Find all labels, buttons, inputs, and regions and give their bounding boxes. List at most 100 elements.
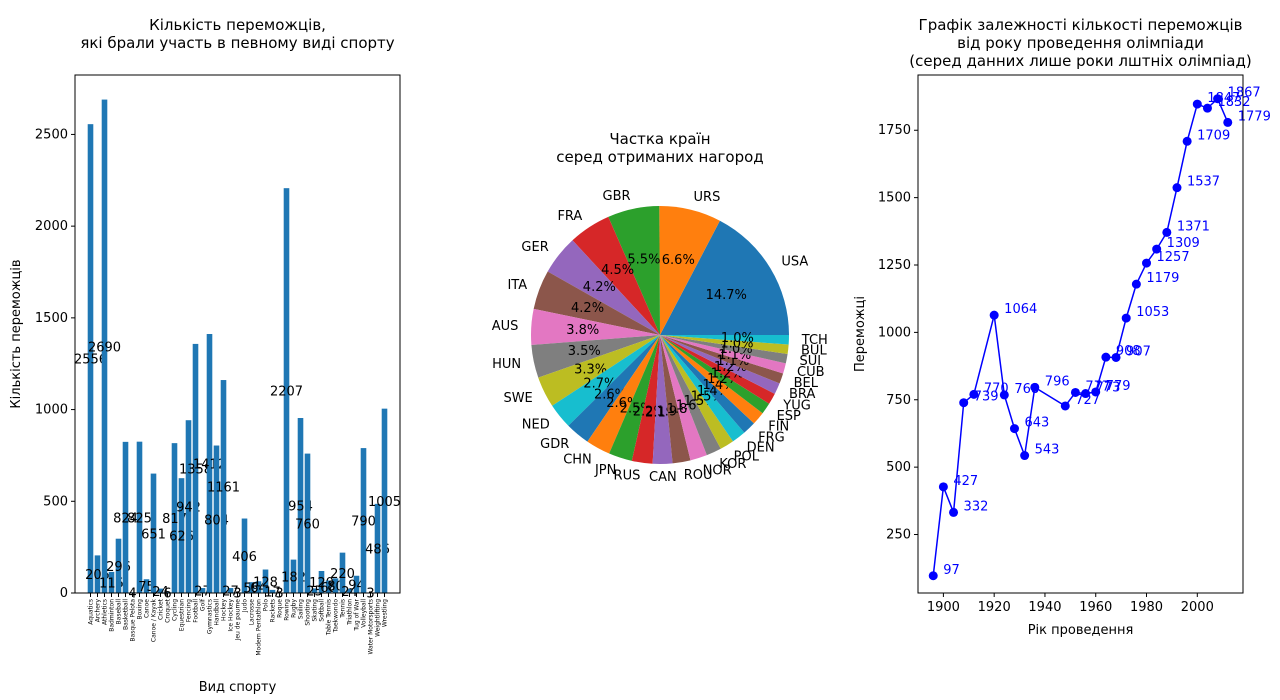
bar [108,571,115,593]
slice-label: SUI [799,354,821,369]
y-tick-label: 1000 [35,403,68,418]
point-label: 1537 [1187,175,1220,190]
y-tick-label: 2500 [35,127,68,142]
bar-value-label: 128 [253,575,278,590]
slice-label: NED [522,417,550,432]
point-label: 1371 [1177,219,1210,234]
point-label: 1309 [1167,236,1200,251]
bar-value-label: 825 [127,511,152,526]
slice-pct: 3.5% [568,344,601,359]
point-label: 332 [964,499,989,514]
bar-value-label: 64 [250,581,267,596]
slice-label: FRG [758,430,785,445]
x-tick-label: Football [193,599,200,623]
title-line: які брали участь в певному виді спорту [80,34,394,52]
pie-slice [631,335,660,464]
bar [220,380,227,593]
x-tick-label: Badminton [109,599,116,632]
x-tick-label: Baseball [116,599,123,625]
bar [164,591,171,593]
data-point [928,571,938,581]
data-point [1223,117,1233,127]
x-axis-label: Вид спорту [199,680,277,695]
x-tick-label: 2000 [1181,600,1214,615]
slice-label: USA [781,255,808,270]
x-tick-label: Canoe / Kayak [151,598,158,642]
y-axis-label: Переможці [853,296,868,372]
x-tick-label: Rowing [284,599,291,621]
bar-value-label: 760 [295,517,320,532]
bar-value-label: 220 [330,567,355,582]
x-tick-label: Judo [242,599,249,613]
title-line: серед отриманих нагород [556,148,763,166]
point-label: 643 [1024,416,1049,431]
bar [255,581,262,593]
pie-slice [568,335,660,442]
x-tick-label: Ice Hockey [228,599,235,632]
slice-pct: 3.3% [574,362,607,377]
x-tick-label: Triathlon [347,599,354,626]
slice-pct: 3.8% [566,323,599,338]
title-line: Графік залежності кількості переможців [919,16,1243,34]
slice-label: ROU [684,468,713,483]
pie-slice [660,335,775,404]
slice-label: BUL [801,344,827,359]
bar [185,420,192,593]
x-tick-label: Tennis [340,599,347,619]
x-tick-label: Tug of War [354,598,361,631]
x-tick-label: Aquatics [88,599,95,625]
slice-label: AUS [492,319,519,334]
data-point [1020,451,1030,461]
pie-slice [538,335,660,406]
bar [178,478,185,593]
point-label: 739 [974,390,999,405]
x-tick-label: Athletics [102,599,109,625]
pie-slice [660,335,789,345]
chart-title: Графік залежності кількості переможців ві… [909,16,1251,70]
x-tick-label: 1920 [978,600,1011,615]
bar [290,559,297,593]
pie-slice [531,308,660,346]
bar-value-label: 651 [141,527,166,542]
x-tick-label: 1960 [1079,600,1112,615]
bar-value-label: 68 [320,581,337,596]
x-tick-label: Hockey [221,599,228,621]
axes-frame [74,74,401,594]
slice-label: CAN [649,470,677,485]
point-label: 779 [1106,379,1131,394]
bar-value-label: 24 [152,585,169,600]
pie-slice [660,335,707,461]
bar-value-label: 94 [348,578,365,593]
pie-slice [660,335,789,355]
axes-frame [917,74,1244,594]
chart-title: Частка країн серед отриманих нагород [556,130,763,166]
y-tick-label: 2000 [35,219,68,234]
data-point [1060,401,1070,411]
slice-pct: 6.6% [662,253,695,268]
x-tick-label: 1900 [927,600,960,615]
bar [248,582,255,593]
x-tick-label: Basque Pelota [130,599,137,642]
pie-slice [660,335,788,364]
data-point [1091,387,1101,397]
bar-value-label: 2690 [88,340,121,355]
pie-slice [587,335,660,454]
data-point [1030,382,1040,392]
slice-label: FRA [557,209,582,224]
data-point [959,398,969,408]
point-label: 427 [953,474,978,489]
data-point [1142,258,1152,268]
data-point [1121,313,1131,323]
x-tick-label: Canoe [144,599,151,618]
slice-label: ITA [507,278,527,293]
slice-label: CHN [563,452,592,467]
pie-slice [608,206,660,335]
x-tick-label: Gymnastics [207,599,214,634]
bar [136,441,143,593]
y-tick-label: 500 [43,494,68,509]
bar [157,588,164,593]
pie-slice [660,335,691,464]
bar [150,473,157,593]
bar-value-label: 406 [232,550,257,565]
bar [374,503,381,593]
